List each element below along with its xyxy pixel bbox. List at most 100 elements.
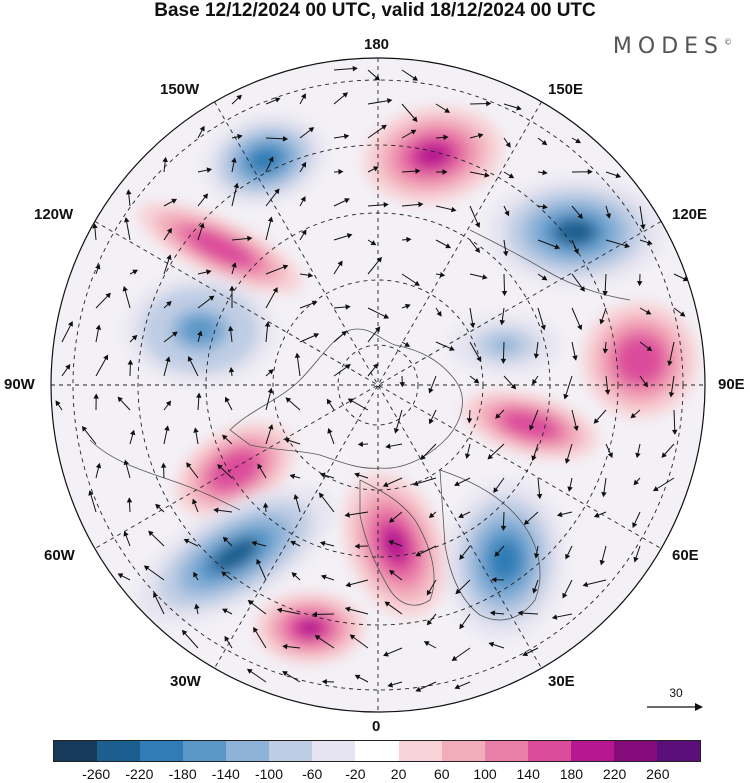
wind-arrow-head [166,301,172,307]
wind-arrow-head [505,142,511,148]
wind-arrow-head [103,354,109,361]
wind-arrow-head [445,243,451,249]
colorbar-tick-label: 60 [434,766,450,782]
wind-arrow-head [267,387,274,394]
wind-arrow-head [633,556,639,563]
colorbar-swatch [226,741,270,761]
wind-arrow-head [320,574,327,580]
colorbar-swatch [54,741,98,761]
lon-label-30w: 30W [170,673,201,690]
wind-arrow-head [345,304,351,310]
wind-arrow-head [123,217,130,223]
colorbar-tick-label: -20 [345,766,366,782]
wind-arrow-head [436,310,442,317]
wind-arrow-head [399,382,405,388]
wind-arrow-head [414,280,420,286]
colorbar-tick-label: -100 [254,766,284,782]
anomaly-ural-low [491,337,519,353]
colorbar-tick-label: 140 [516,766,540,782]
wind-arrow-head [231,262,237,268]
wind-arrow-head [444,107,451,113]
colorbar-swatch [355,741,399,761]
colorbar-tick-label: -140 [211,766,240,782]
wind-arrow-head [224,396,230,403]
wind-arrow-head [228,366,235,373]
wind-arrow-head [282,643,288,650]
wind-arrow-head [489,610,496,616]
wind-arrow-head [268,156,274,163]
wind-arrow-head [213,507,219,514]
wind-arrow-head [383,201,389,208]
wind-arrow-head [272,287,278,293]
wind-arrow-head [143,565,150,571]
wind-arrow-head [318,492,325,499]
vector-scale-label: 30 [669,686,683,700]
wind-arrow-head [510,383,517,390]
wind-arrow-head [251,540,257,547]
wind-arrow-head [522,650,529,656]
wind-arrow-head [93,393,99,399]
wind-arrow-head [282,136,289,142]
wind-arrow-head [533,353,540,359]
wind-arrow-head [667,360,673,367]
wind-arrow-head [88,490,94,496]
anomaly-scandinavia-low [490,540,520,580]
wind-arrow-head [582,581,589,588]
wind-arrow-head [290,540,297,546]
wind-arrow-head [217,464,223,470]
wind-arrow-head [65,364,71,370]
wind-arrow-head [117,396,123,403]
lon-label-90w: 90W [4,376,35,393]
wind-arrow-head [484,172,490,178]
wind-arrow-head [181,629,188,636]
wind-arrow-head [487,453,494,460]
map-border [50,57,706,713]
wind-arrow-head [624,242,630,249]
wind-arrow-head [294,352,301,359]
wind-arrow-head [541,139,548,146]
wind-arrow-head [449,345,455,351]
wind-arrow-head [233,182,239,189]
wind-arrow-head [646,345,653,352]
wind-arrow-head [668,392,675,398]
lon-label-150e: 150E [548,81,584,98]
wind-arrow-head [187,356,193,362]
wind-arrow-head [293,494,299,500]
wind-arrow-head [166,254,172,260]
wind-arrow-head [542,204,548,210]
wind-arrow-head [474,247,481,253]
wind-arrow-head [523,519,530,525]
wind-arrow-head [346,233,353,239]
wind-arrow-head [155,503,161,510]
wind-arrow-head [55,400,61,407]
wind-arrow-head [347,398,354,404]
wind-arrow-head [345,581,352,588]
wind-arrow-head [418,201,424,208]
wind-arrow-head [321,678,327,685]
wind-arrow-head [164,425,170,431]
wind-arrow-head [482,274,488,280]
wind-arrow-head [593,418,600,424]
colorbar-swatch [656,741,700,761]
wind-arrow-head [148,530,154,537]
wind-arrow-head [602,348,609,354]
wind-arrow-head [532,588,538,594]
wind-arrow-head [562,592,568,599]
wind-arrow-head [383,313,390,319]
wind-arrow-head [301,93,306,100]
wind-arrow-head [127,359,134,365]
wind-arrow-head [577,324,583,331]
wind-arrow-head [679,311,686,317]
wind-arrow-head [289,473,296,480]
anomaly-europe-high [382,527,408,563]
wind-arrow-head [344,606,351,612]
wind-arrow-head [652,486,659,492]
wind-arrow-head [95,462,102,469]
wind-arrow-head [131,334,138,341]
wind-arrow-head [540,324,546,331]
wind-arrow-head [311,300,318,306]
wind-arrow-head [172,331,178,337]
wind-arrow-head [268,369,274,375]
wind-arrow-head [319,540,326,547]
wind-arrow-head [192,498,198,505]
